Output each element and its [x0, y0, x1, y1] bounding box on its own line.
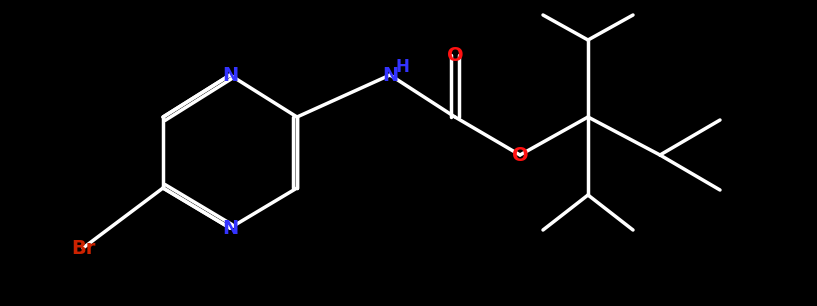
- Text: N: N: [222, 218, 238, 237]
- Text: Br: Br: [71, 238, 96, 258]
- Text: N: N: [382, 65, 398, 84]
- Text: O: O: [447, 46, 463, 65]
- Text: H: H: [395, 58, 409, 76]
- Text: O: O: [511, 145, 529, 165]
- Text: N: N: [222, 65, 238, 84]
